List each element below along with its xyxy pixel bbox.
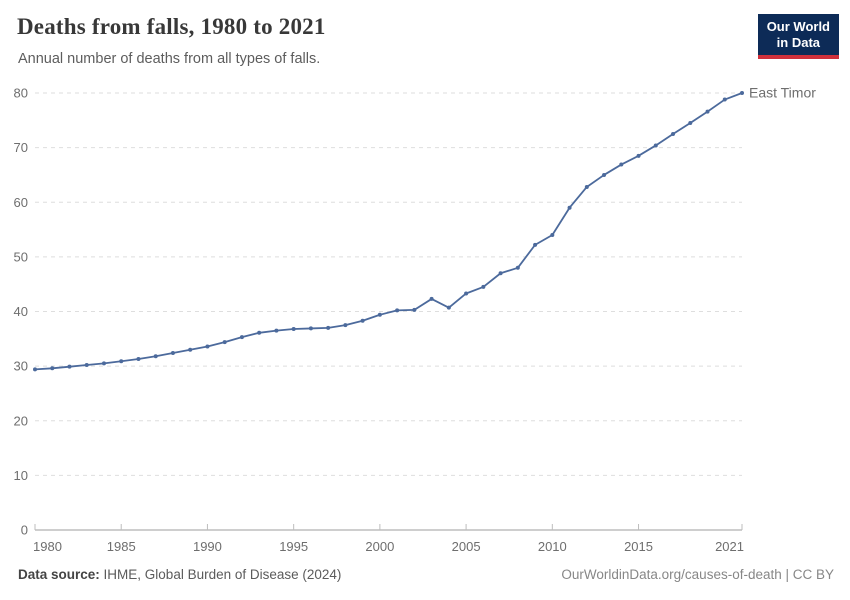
- data-point[interactable]: [360, 318, 365, 323]
- y-tick-label: 0: [21, 523, 28, 538]
- data-point[interactable]: [136, 357, 141, 362]
- data-point[interactable]: [515, 265, 520, 270]
- data-point[interactable]: [119, 359, 124, 364]
- data-point[interactable]: [550, 233, 555, 238]
- x-tick-label: 1980: [33, 539, 62, 554]
- x-tick-label: 2000: [365, 539, 394, 554]
- data-point[interactable]: [377, 312, 382, 317]
- data-point[interactable]: [584, 184, 589, 189]
- data-point[interactable]: [188, 347, 193, 352]
- data-point[interactable]: [498, 271, 503, 276]
- y-tick-label: 50: [14, 249, 28, 264]
- data-point[interactable]: [671, 131, 676, 136]
- data-point[interactable]: [740, 91, 744, 95]
- entity-label[interactable]: East Timor: [749, 85, 816, 101]
- attribution-link[interactable]: OurWorldinData.org/causes-of-death | CC …: [561, 567, 834, 582]
- data-point[interactable]: [50, 366, 55, 371]
- data-point[interactable]: [412, 307, 417, 312]
- owid-logo[interactable]: Our World in Data: [757, 14, 839, 59]
- x-tick-label: 2021: [715, 539, 744, 554]
- x-tick-label: 2005: [452, 539, 481, 554]
- data-point[interactable]: [326, 325, 331, 330]
- data-point[interactable]: [291, 326, 296, 331]
- data-source-value: IHME, Global Burden of Disease (2024): [103, 567, 342, 582]
- y-tick-label: 20: [14, 413, 28, 428]
- data-point[interactable]: [533, 242, 538, 247]
- data-point[interactable]: [257, 330, 262, 335]
- data-point[interactable]: [688, 121, 693, 126]
- data-point[interactable]: [84, 363, 89, 368]
- chart-title: Deaths from falls, 1980 to 2021: [17, 14, 326, 39]
- y-tick-label: 40: [14, 304, 28, 319]
- data-point[interactable]: [67, 364, 72, 369]
- chart-footer: Data source: IHME, Global Burden of Dise…: [18, 567, 834, 582]
- data-point[interactable]: [153, 354, 158, 359]
- data-point[interactable]: [429, 296, 434, 301]
- line-chart-canvas: 0 10 20 30 40 50 60 70 80 1980 1985 1990 1995 2000 200…: [14, 85, 817, 555]
- data-point[interactable]: [274, 328, 279, 333]
- data-point[interactable]: [101, 361, 106, 366]
- y-tick-label: 70: [14, 140, 28, 155]
- data-point[interactable]: [722, 97, 727, 102]
- data-point[interactable]: [636, 153, 641, 158]
- data-point[interactable]: [653, 143, 658, 148]
- data-point[interactable]: [33, 367, 37, 372]
- chart-subtitle: Annual number of deaths from all types o…: [18, 51, 321, 67]
- owid-logo-line2: in Data: [776, 35, 821, 50]
- y-tick-label: 80: [14, 86, 28, 101]
- data-point[interactable]: [205, 344, 210, 349]
- x-tick-label: 1985: [107, 539, 136, 554]
- data-point[interactable]: [395, 308, 400, 313]
- data-point[interactable]: [464, 291, 469, 296]
- data-point[interactable]: [567, 205, 572, 210]
- data-point[interactable]: [602, 172, 607, 177]
- x-tick-label: 2010: [538, 539, 567, 554]
- x-tick-label: 1995: [279, 539, 308, 554]
- y-tick-label: 60: [14, 195, 28, 210]
- data-point[interactable]: [239, 335, 244, 340]
- data-point[interactable]: [446, 305, 451, 310]
- y-tick-label: 30: [14, 359, 28, 374]
- x-tick-label: 2015: [624, 539, 653, 554]
- owid-logo-line1: Our World: [766, 19, 830, 34]
- data-point[interactable]: [481, 284, 486, 289]
- y-tick-label: 10: [14, 468, 28, 483]
- x-tick-label: 1990: [193, 539, 222, 554]
- data-point[interactable]: [170, 351, 175, 356]
- data-point[interactable]: [705, 109, 710, 114]
- data-point[interactable]: [619, 162, 624, 167]
- data-point[interactable]: [343, 323, 348, 328]
- data-point[interactable]: [222, 340, 227, 345]
- data-source-label: Data source:: [18, 567, 100, 582]
- data-point[interactable]: [308, 326, 313, 331]
- trend-line[interactable]: [34, 92, 743, 371]
- data-source: Data source: IHME, Global Burden of Dise…: [18, 567, 341, 582]
